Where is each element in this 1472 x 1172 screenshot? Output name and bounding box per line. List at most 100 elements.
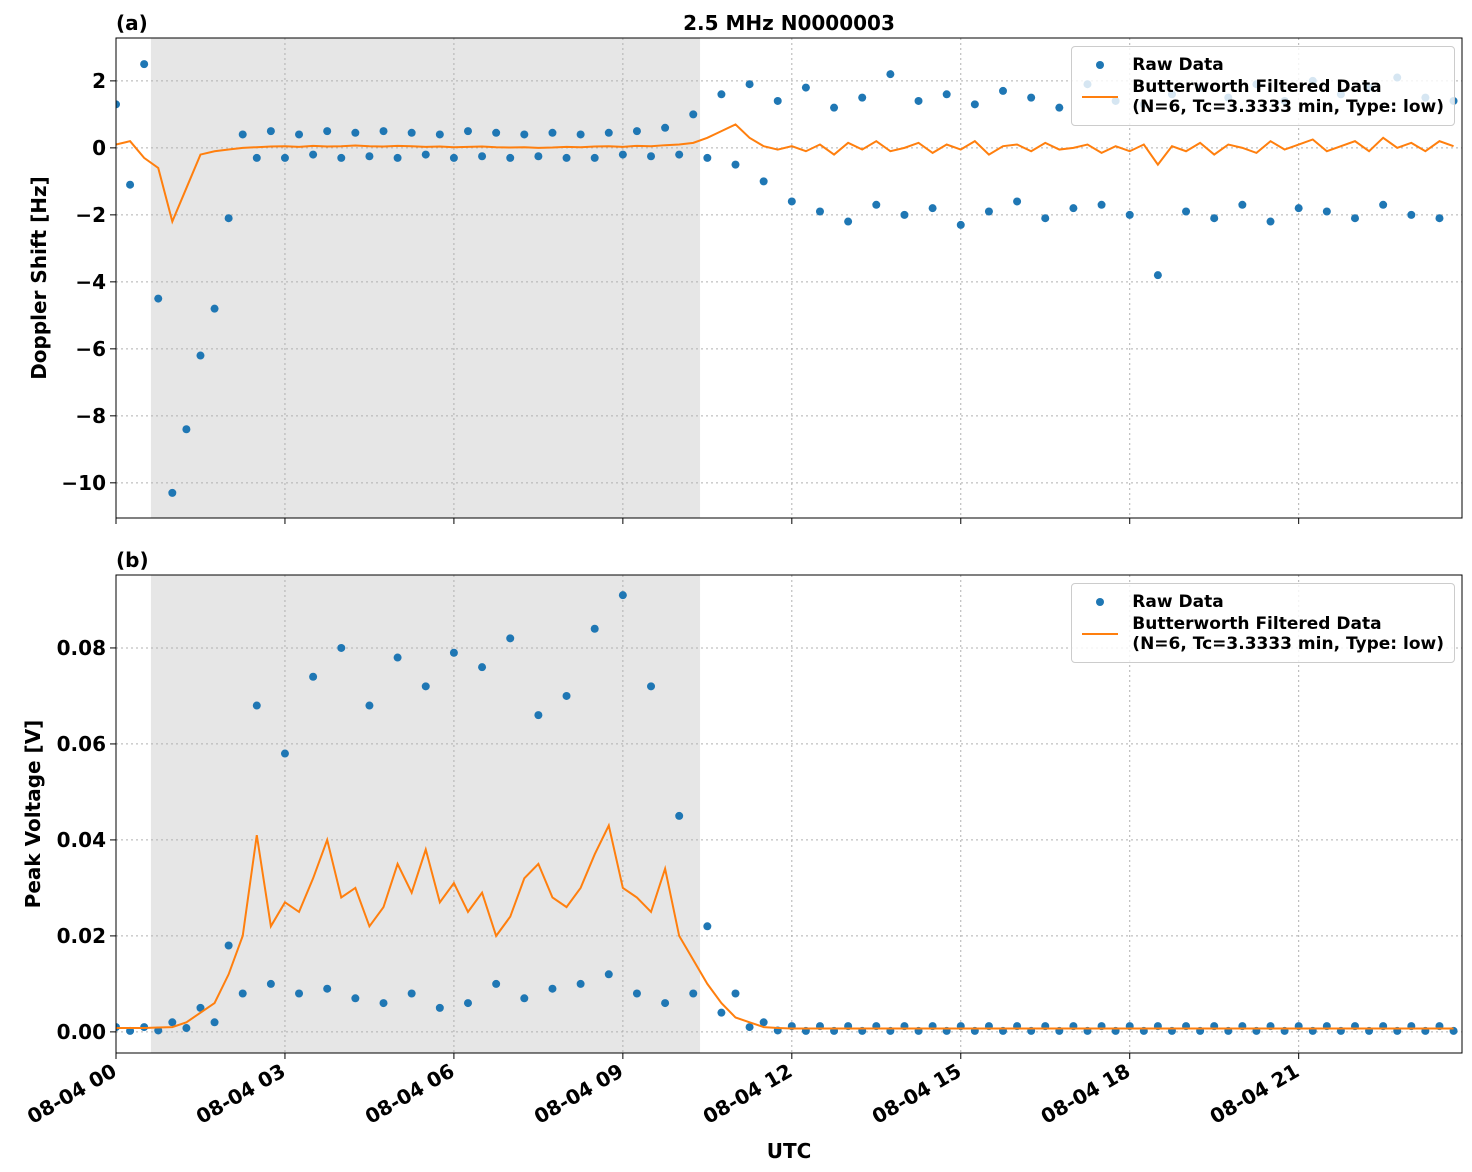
raw-point [675, 150, 684, 159]
legend-key [1080, 55, 1120, 75]
raw-point [421, 682, 430, 691]
x-tick-label: 08-04 18 [1037, 1059, 1135, 1129]
raw-point [689, 989, 698, 998]
raw-point [1350, 214, 1359, 223]
y-tick-label: −10 [61, 471, 106, 495]
shaded-region [150, 38, 701, 518]
raw-point [337, 643, 346, 652]
raw-point [703, 153, 712, 162]
raw-point [576, 130, 585, 139]
raw-point [182, 425, 191, 434]
raw-point [365, 701, 374, 710]
y-tick-label: −6 [75, 337, 106, 361]
raw-point [1379, 200, 1388, 209]
y-tick-label: 0.08 [57, 636, 106, 660]
raw-point [731, 989, 740, 998]
raw-point [590, 153, 599, 162]
legend-label: Raw Data [1132, 592, 1224, 612]
raw-point [928, 204, 937, 213]
raw-point [1097, 200, 1106, 209]
plot-area [116, 60, 1458, 497]
raw-point [506, 153, 515, 162]
raw-point [970, 100, 979, 109]
raw-point [520, 994, 529, 1003]
raw-point [196, 1003, 205, 1012]
raw-point [116, 100, 120, 109]
x-tick-label: 08-04 00 [23, 1059, 121, 1129]
raw-point [1069, 204, 1078, 213]
raw-point [872, 200, 881, 209]
axes-frame [115, 574, 1463, 1054]
raw-point [280, 153, 289, 162]
raw-point [393, 653, 402, 662]
raw-point [534, 152, 543, 161]
raw-point [295, 130, 304, 139]
raw-point [647, 682, 656, 691]
filtered-line [116, 123, 1454, 225]
raw-point [1055, 103, 1064, 112]
raw-point [224, 941, 233, 950]
raw-point [632, 127, 641, 136]
raw-point [858, 93, 867, 102]
raw-point [562, 691, 571, 700]
raw-point [1435, 214, 1444, 223]
legend-label: Raw Data [1132, 55, 1224, 75]
raw-point [309, 150, 318, 159]
legend: Raw Data Butterworth Filtered Data (N=6, … [1071, 46, 1455, 126]
raw-point [379, 999, 388, 1008]
y-tick-label: 0.04 [57, 828, 106, 852]
raw-point [154, 294, 163, 303]
raw-point [548, 128, 557, 137]
raw-point [449, 153, 458, 162]
raw-point [689, 110, 698, 119]
x-tick-label: 08-04 12 [699, 1059, 797, 1129]
raw-point [407, 128, 416, 137]
raw-point [407, 989, 416, 998]
raw-point [1210, 214, 1219, 223]
legend-key [1080, 592, 1120, 612]
raw-point [435, 130, 444, 139]
raw-point [168, 1018, 177, 1027]
legend-entry: Raw Data [1080, 55, 1444, 75]
raw-point [309, 672, 318, 681]
raw-point [506, 634, 515, 643]
y-tick-label: 0 [92, 136, 106, 160]
raw-point [731, 160, 740, 169]
raw-point [801, 83, 810, 92]
raw-point [984, 207, 993, 216]
raw-point [463, 999, 472, 1008]
legend-label: Butterworth Filtered Data (N=6, Tc=3.333… [1132, 77, 1444, 117]
raw-point [661, 999, 670, 1008]
raw-point [295, 989, 304, 998]
raw-point [351, 994, 360, 1003]
raw-point [1041, 214, 1050, 223]
raw-point [210, 304, 219, 313]
raw-point [604, 970, 613, 979]
legend-marker [1096, 61, 1105, 69]
raw-point [830, 103, 839, 112]
legend-entry: Raw Data [1080, 592, 1444, 612]
raw-point [661, 123, 670, 132]
raw-point [745, 80, 754, 89]
legend-key [1080, 87, 1120, 107]
y-tick-label: −4 [75, 270, 106, 294]
raw-point [238, 130, 247, 139]
panel-label: (b) [116, 548, 149, 572]
raw-point [562, 153, 571, 162]
raw-point [196, 351, 205, 360]
raw-point [942, 90, 951, 99]
raw-point [478, 663, 487, 672]
y-tick-label: 0.02 [57, 924, 106, 948]
raw-point [956, 220, 965, 229]
raw-point [182, 1024, 191, 1033]
x-tick-label: 08-04 03 [192, 1059, 290, 1129]
raw-point [266, 127, 275, 136]
legend-marker [1096, 598, 1105, 606]
raw-point [168, 488, 177, 497]
raw-point [548, 984, 557, 993]
raw-point [252, 153, 261, 162]
raw-point [337, 153, 346, 162]
raw-point [815, 207, 824, 216]
raw-point [379, 127, 388, 136]
